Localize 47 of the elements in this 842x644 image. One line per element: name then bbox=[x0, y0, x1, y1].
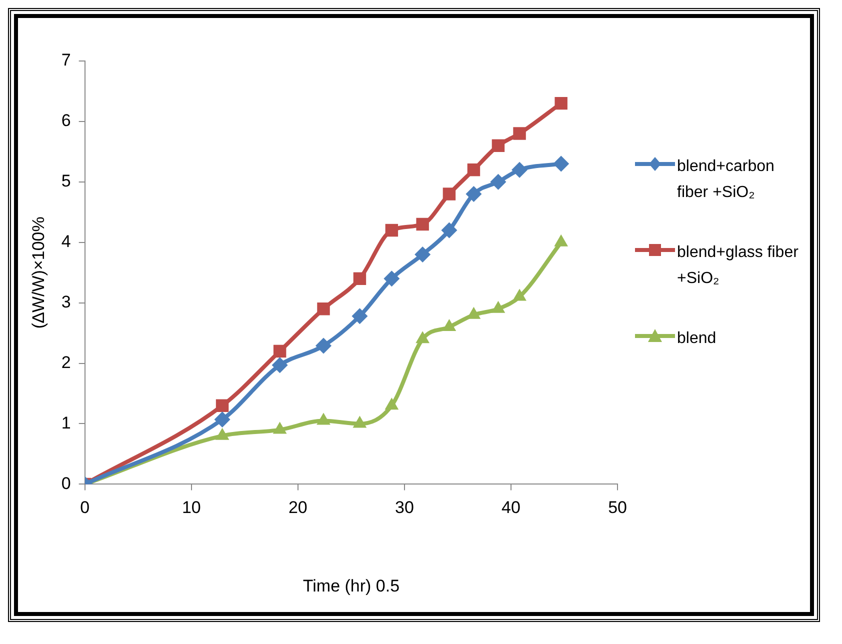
point bbox=[490, 174, 506, 190]
point bbox=[385, 224, 398, 237]
x-axis-title: Time (hr) 0.5 bbox=[302, 576, 400, 596]
legend-label: blend bbox=[677, 329, 716, 349]
point bbox=[215, 428, 230, 440]
legend-label: blend+carbon fiber +SiO₂ bbox=[677, 157, 776, 203]
point bbox=[273, 344, 286, 358]
x-tick-label: 20 bbox=[288, 498, 308, 518]
y-axis-title: (∆W/W)×100% bbox=[28, 216, 48, 329]
point bbox=[316, 412, 330, 425]
point bbox=[442, 188, 456, 200]
point bbox=[441, 222, 458, 238]
y-tick-label: 7 bbox=[61, 50, 71, 70]
point bbox=[491, 300, 506, 313]
point bbox=[353, 272, 366, 286]
x-tick-label: 10 bbox=[182, 498, 201, 518]
point bbox=[492, 139, 505, 152]
point bbox=[416, 218, 429, 231]
x-tick-label: 0 bbox=[80, 498, 90, 518]
point bbox=[272, 422, 287, 434]
point bbox=[384, 398, 399, 410]
point bbox=[442, 319, 456, 332]
y-tick-label: 1 bbox=[61, 413, 71, 432]
y-tick-label: 5 bbox=[61, 172, 71, 191]
point bbox=[466, 186, 482, 202]
y-tick-label: 3 bbox=[61, 292, 71, 312]
point bbox=[467, 163, 480, 176]
x-tick-label: 40 bbox=[502, 498, 520, 518]
y-tick-label: 4 bbox=[61, 232, 71, 252]
point bbox=[513, 127, 526, 140]
point bbox=[352, 308, 368, 324]
x-tick-label: 30 bbox=[395, 498, 414, 518]
point bbox=[553, 156, 570, 172]
point bbox=[352, 416, 367, 428]
point bbox=[554, 96, 568, 110]
x-tick-label: 50 bbox=[608, 498, 628, 518]
point bbox=[512, 162, 528, 178]
point bbox=[416, 331, 430, 344]
point bbox=[317, 302, 330, 316]
y-tick-label: 2 bbox=[61, 352, 71, 372]
point bbox=[414, 246, 431, 262]
y-tick-label: 6 bbox=[61, 111, 71, 130]
point bbox=[384, 270, 400, 287]
point bbox=[316, 338, 332, 354]
legend-label: blend+glass fiber +SiO₂ bbox=[677, 243, 800, 289]
point bbox=[512, 288, 526, 301]
y-tick-label: 0 bbox=[61, 474, 71, 493]
